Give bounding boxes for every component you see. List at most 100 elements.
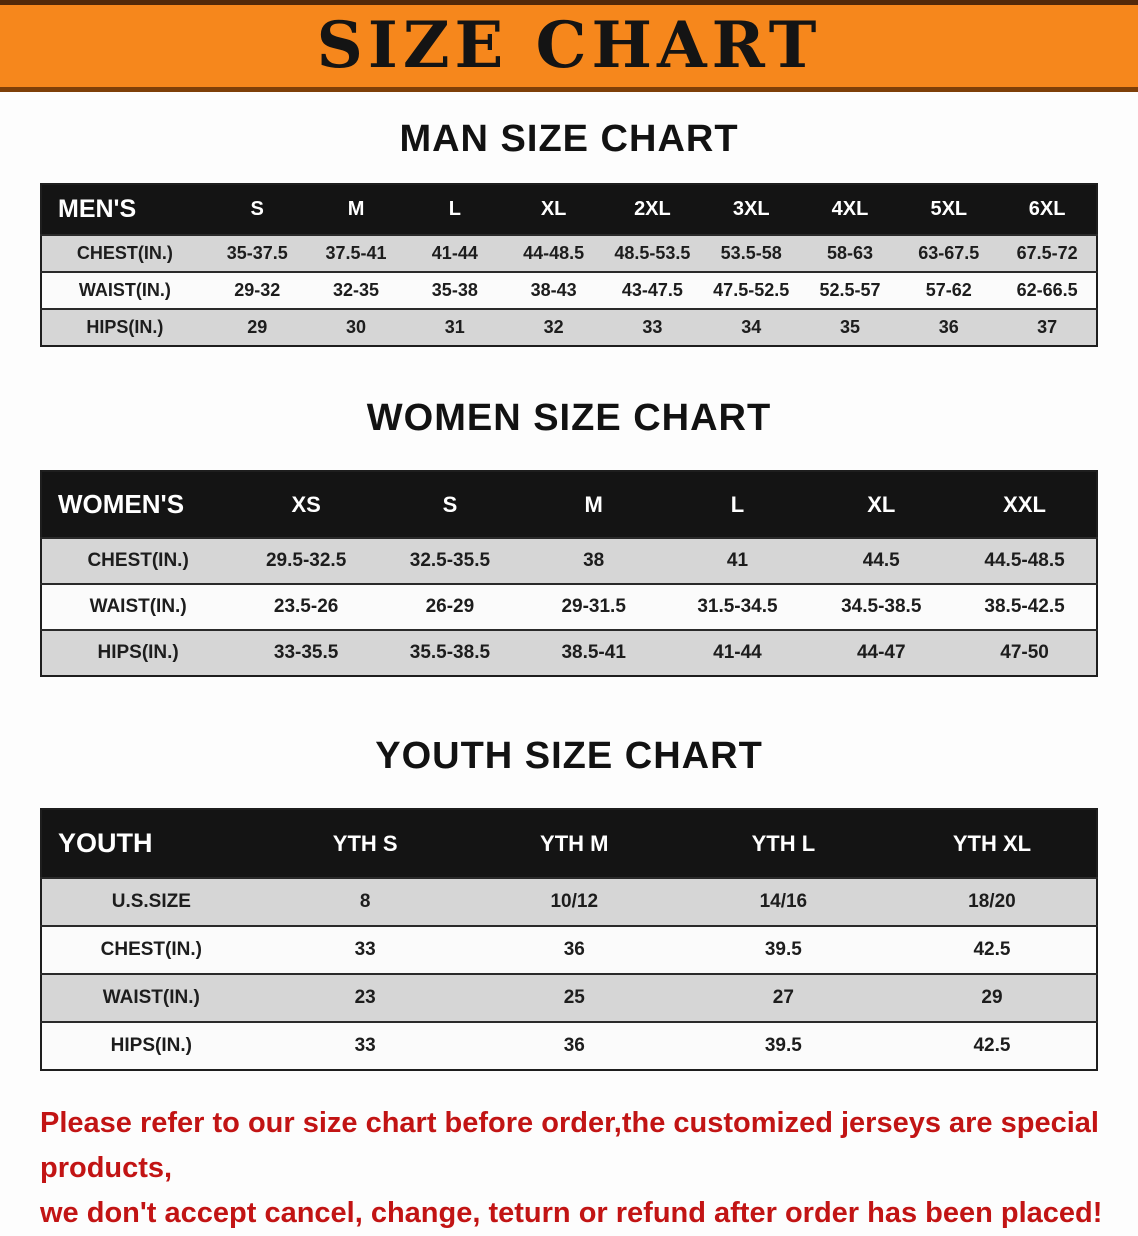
value-cell: 41-44 <box>405 234 505 272</box>
table-row: CHEST(IN.) 29.5-32.5 32.5-35.5 38 41 44.5 44.5… <box>41 537 1097 584</box>
row-label-cell: WAIST(IN.) <box>41 583 235 630</box>
size-column-header: XS <box>234 471 379 538</box>
size-column-header: M <box>521 471 666 538</box>
women-section-heading: WOMEN SIZE CHART <box>366 397 772 439</box>
value-cell: 35-37.5 <box>207 234 307 272</box>
table-row: U.S.SIZE 8 10/12 14/16 18/20 <box>41 877 1097 926</box>
value-cell: 37.5-41 <box>306 234 406 272</box>
value-cell: 18/20 <box>887 877 1097 926</box>
row-label-cell: WAIST(IN.) <box>41 973 261 1022</box>
youth-section-heading: YOUTH SIZE CHART <box>375 735 763 777</box>
size-column-header: 2XL <box>603 184 702 235</box>
row-label-cell: U.S.SIZE <box>41 877 261 926</box>
value-cell: 32 <box>504 308 604 346</box>
value-cell: 62-66.5 <box>998 271 1097 309</box>
value-cell: 33 <box>260 1021 470 1070</box>
value-cell: 58-63 <box>800 234 900 272</box>
value-cell: 39.5 <box>678 1021 888 1070</box>
value-cell: 30 <box>306 308 406 346</box>
size-column-header: XL <box>504 184 604 235</box>
table-row: HIPS(IN.) 33-35.5 35.5-38.5 38.5-41 41-44 44-… <box>41 629 1097 676</box>
youth-size-section: YOUTH SIZE CHART YOUTH YTH S YTH M YTH L YTH… <box>0 735 1138 1071</box>
value-cell: 32.5-35.5 <box>378 537 522 584</box>
value-cell: 63-67.5 <box>899 234 999 272</box>
size-column-header: YTH XL <box>887 809 1097 878</box>
row-label-cell: CHEST(IN.) <box>41 234 208 272</box>
value-cell: 48.5-53.5 <box>603 234 702 272</box>
value-cell: 26-29 <box>378 583 522 630</box>
value-cell: 57-62 <box>899 271 999 309</box>
value-cell: 37 <box>998 308 1097 346</box>
size-column-header: L <box>405 184 505 235</box>
value-cell: 29-31.5 <box>521 583 666 630</box>
table-title-cell: MEN'S <box>41 184 208 235</box>
value-cell: 31 <box>405 308 505 346</box>
value-cell: 38.5-42.5 <box>953 583 1097 630</box>
row-label-cell: CHEST(IN.) <box>41 537 235 584</box>
value-cell: 25 <box>469 973 679 1022</box>
men-section-heading: MAN SIZE CHART <box>399 118 739 160</box>
table-row: WAIST(IN.) 23.5-26 26-29 29-31.5 31.5-34.5 34… <box>41 583 1097 630</box>
value-cell: 44.5 <box>809 537 954 584</box>
size-column-header: L <box>665 471 810 538</box>
value-cell: 29 <box>207 308 307 346</box>
youth-size-table: YOUTH YTH S YTH M YTH L YTH XL U.S.SIZE 8 10/12… <box>40 808 1098 1071</box>
table-row: WAIST(IN.) 29-32 32-35 35-38 38-43 43-47.5 47.… <box>41 271 1097 309</box>
value-cell: 8 <box>260 877 470 926</box>
value-cell: 29 <box>887 973 1097 1022</box>
value-cell: 44-47 <box>809 629 954 676</box>
value-cell: 47.5-52.5 <box>701 271 801 309</box>
disclaimer-line-2: we don't accept cancel, change, teturn o… <box>40 1196 1103 1229</box>
value-cell: 36 <box>469 925 679 974</box>
value-cell: 32-35 <box>306 271 406 309</box>
men-size-section: MAN SIZE CHART MEN'S S M L XL 2XL 3XL 4XL 5XL 6XL… <box>0 118 1138 347</box>
size-column-header: 3XL <box>701 184 801 235</box>
page-title: SIZE CHART <box>316 8 822 83</box>
value-cell: 31.5-34.5 <box>665 583 810 630</box>
value-cell: 23 <box>260 973 470 1022</box>
table-title-cell: YOUTH <box>41 809 261 878</box>
row-label-cell: HIPS(IN.) <box>41 629 235 676</box>
value-cell: 35-38 <box>405 271 505 309</box>
table-row: CHEST(IN.) 33 36 39.5 42.5 <box>41 925 1097 974</box>
value-cell: 39.5 <box>678 925 888 974</box>
size-column-header: YTH S <box>260 809 470 878</box>
women-size-section: WOMEN SIZE CHART WOMEN'S XS S M L XL XXL CHEST(… <box>0 397 1138 677</box>
value-cell: 35.5-38.5 <box>378 629 522 676</box>
value-cell: 34 <box>701 308 801 346</box>
value-cell: 42.5 <box>887 1021 1097 1070</box>
table-header-row: YOUTH YTH S YTH M YTH L YTH XL <box>41 809 1097 878</box>
value-cell: 29.5-32.5 <box>234 537 379 584</box>
size-column-header: S <box>378 471 522 538</box>
value-cell: 43-47.5 <box>603 271 702 309</box>
value-cell: 27 <box>678 973 888 1022</box>
table-title-cell: WOMEN'S <box>41 471 235 538</box>
table-header-row: MEN'S S M L XL 2XL 3XL 4XL 5XL 6XL <box>41 184 1097 235</box>
value-cell: 10/12 <box>469 877 679 926</box>
value-cell: 36 <box>469 1021 679 1070</box>
disclaimer: Please refer to our size chart before or… <box>40 1101 1138 1236</box>
table-header-row: WOMEN'S XS S M L XL XXL <box>41 471 1097 538</box>
value-cell: 41 <box>665 537 810 584</box>
value-cell: 33 <box>260 925 470 974</box>
value-cell: 38 <box>521 537 666 584</box>
women-size-table: WOMEN'S XS S M L XL XXL CHEST(IN.) 29.5-32.5 32.5… <box>40 470 1098 677</box>
size-column-header: S <box>207 184 307 235</box>
size-column-header: YTH M <box>469 809 679 878</box>
size-column-header: 6XL <box>998 184 1097 235</box>
table-row: HIPS(IN.) 29 30 31 32 33 34 35 36 37 <box>41 308 1097 346</box>
disclaimer-line-1: Please refer to our size chart before or… <box>40 1107 1099 1184</box>
value-cell: 34.5-38.5 <box>809 583 954 630</box>
banner: SIZE CHART <box>0 0 1138 92</box>
value-cell: 38-43 <box>504 271 604 309</box>
table-row: HIPS(IN.) 33 36 39.5 42.5 <box>41 1021 1097 1070</box>
value-cell: 44.5-48.5 <box>953 537 1097 584</box>
row-label-cell: CHEST(IN.) <box>41 925 261 974</box>
value-cell: 41-44 <box>665 629 810 676</box>
size-column-header: YTH L <box>678 809 888 878</box>
value-cell: 44-48.5 <box>504 234 604 272</box>
men-size-table: MEN'S S M L XL 2XL 3XL 4XL 5XL 6XL CHEST(IN.) 35-37… <box>40 183 1098 347</box>
value-cell: 42.5 <box>887 925 1097 974</box>
value-cell: 33 <box>603 308 702 346</box>
